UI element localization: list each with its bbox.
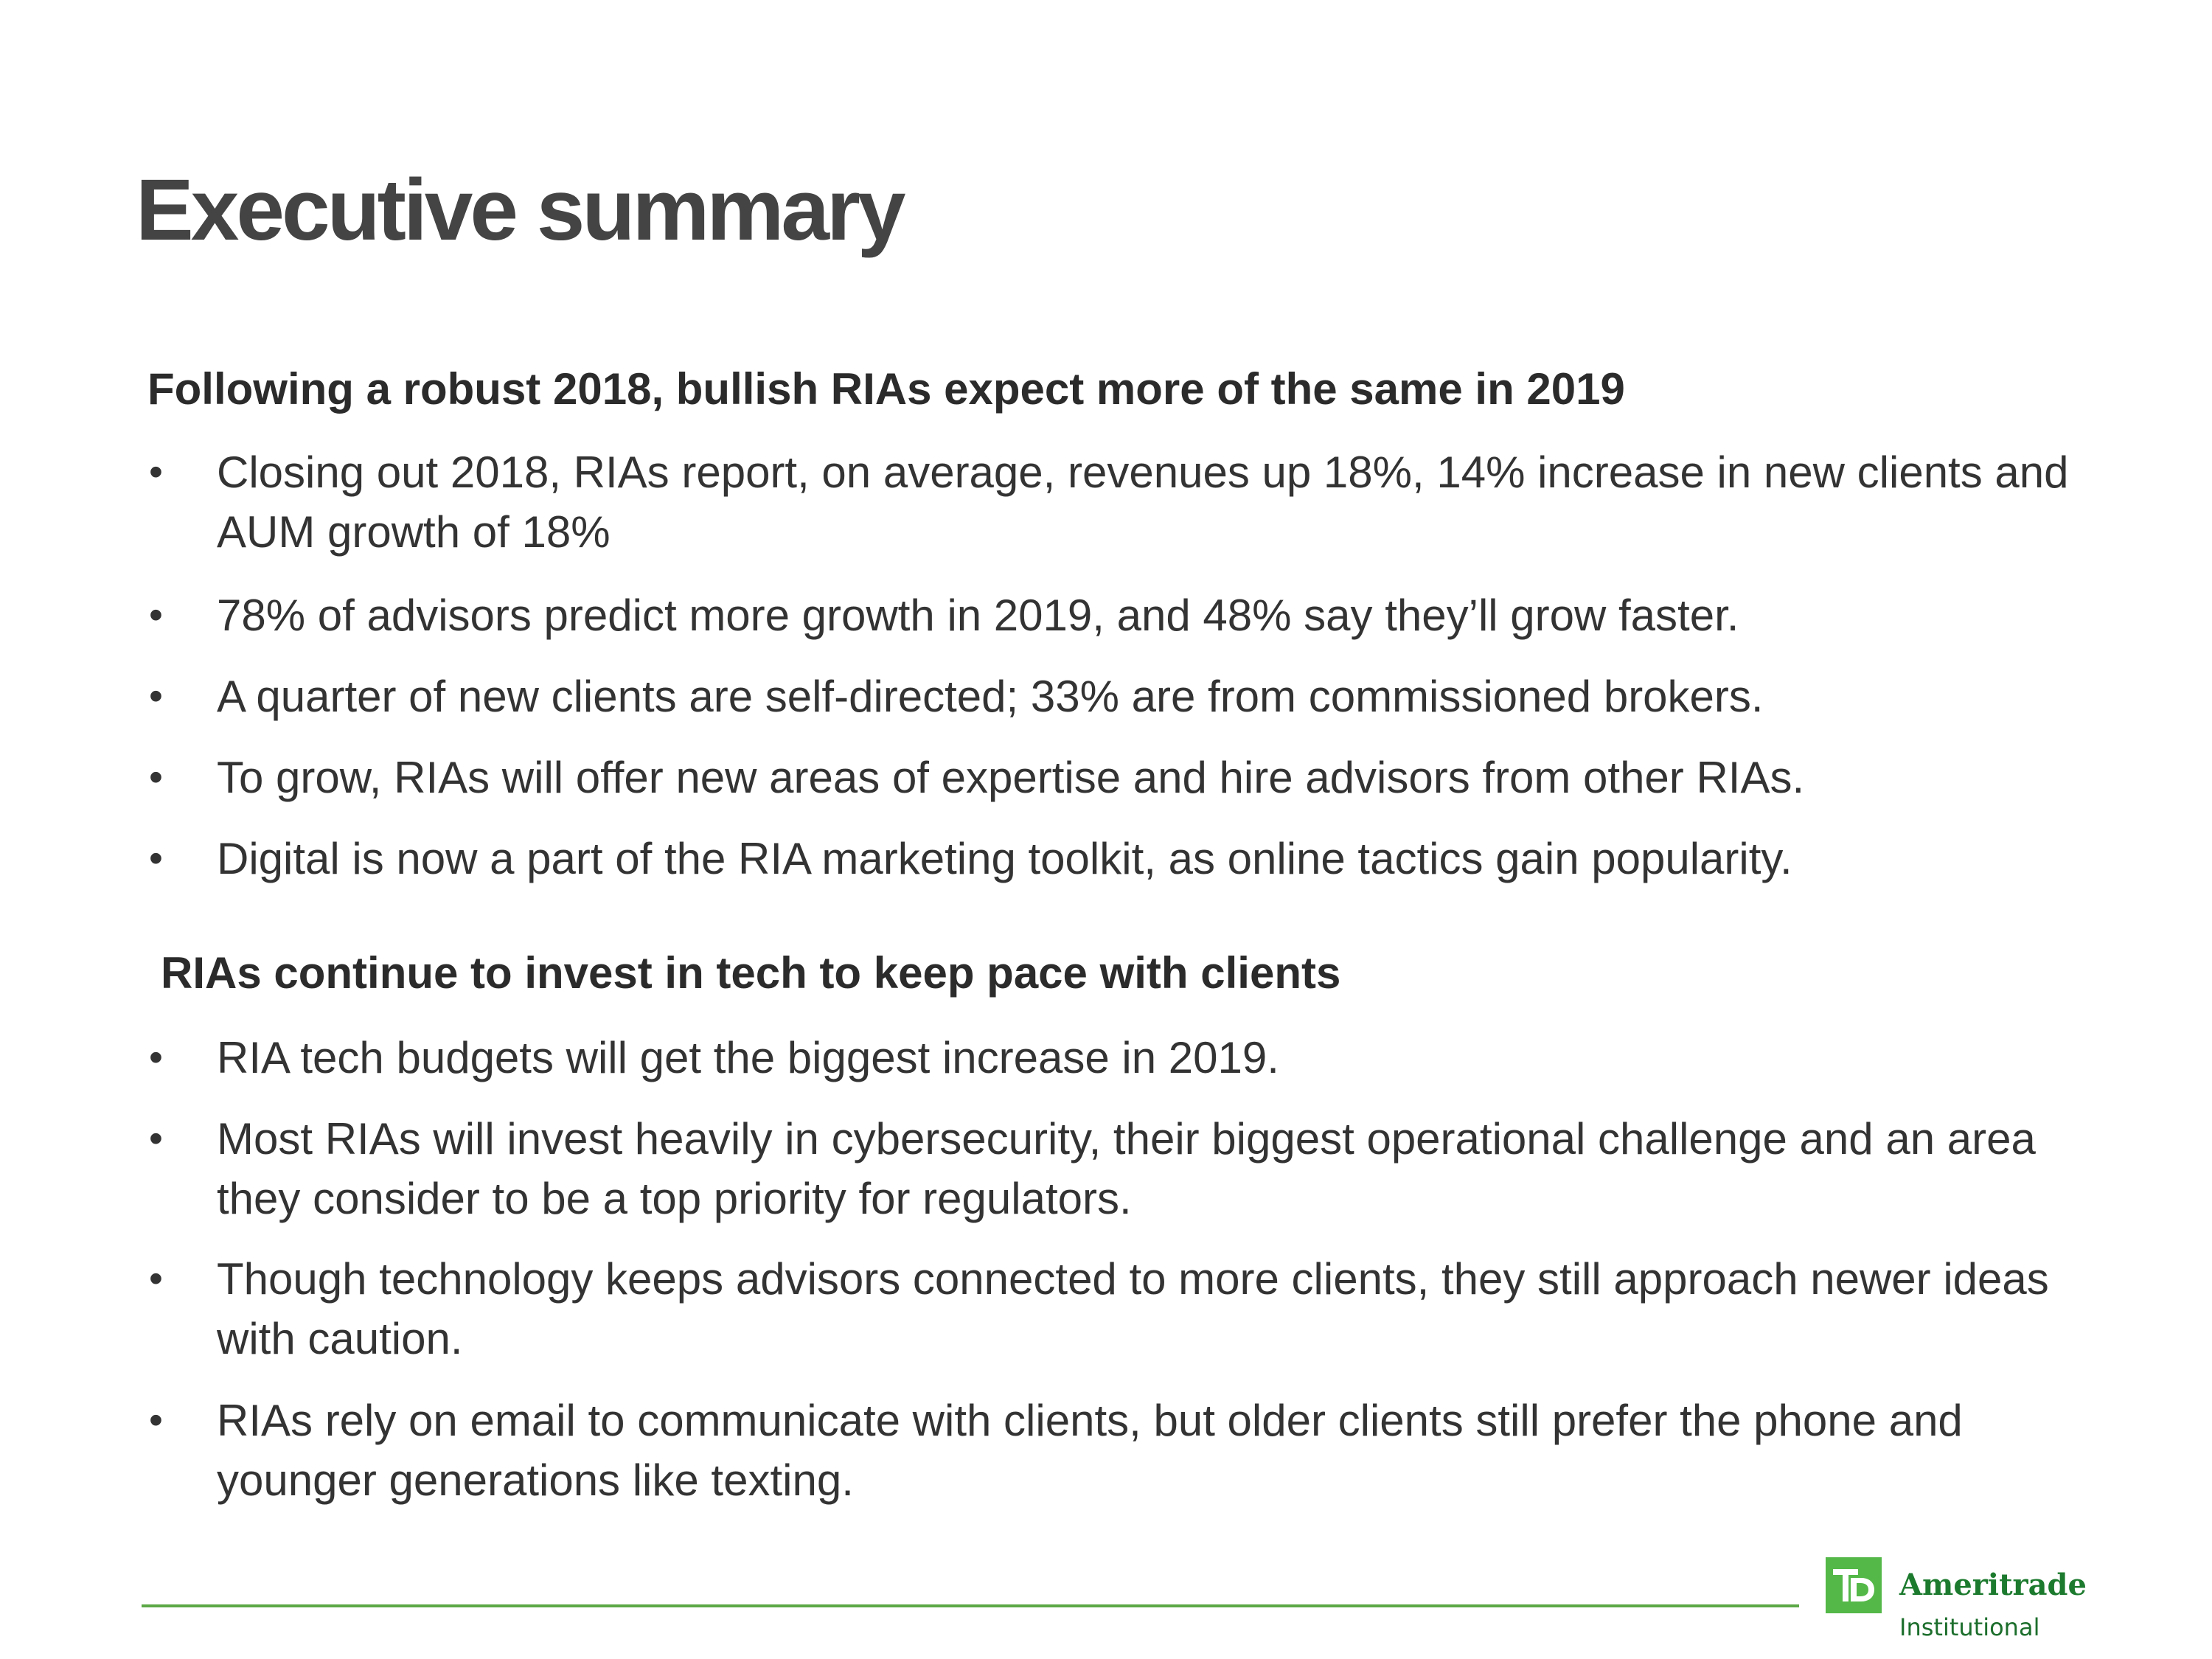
bullet-text: RIA tech budgets will get the biggest in…: [217, 1033, 1279, 1082]
bullet-dot: •: [149, 1398, 163, 1442]
bullet-item: • Most RIAs will invest heavily in cyber…: [149, 1109, 2104, 1228]
bullet-item: • RIAs rely on email to communicate with…: [149, 1391, 2104, 1510]
bullet-item: • Though technology keeps advisors conne…: [149, 1249, 2104, 1368]
td-logo-icon: [1826, 1557, 1882, 1613]
bullet-item: • Closing out 2018, RIAs report, on aver…: [149, 442, 2104, 562]
bullet-text: Most RIAs will invest heavily in cyberse…: [217, 1114, 2036, 1223]
bullet-text: A quarter of new clients are self-direct…: [217, 672, 1764, 721]
bullet-text: RIAs rely on email to communicate with c…: [217, 1396, 1963, 1505]
bullet-dot: •: [149, 755, 163, 799]
bullet-dot: •: [149, 674, 163, 718]
bullet-dot: •: [149, 1256, 163, 1301]
slide-title: Executive summary: [136, 161, 905, 259]
bullet-text: 78% of advisors predict more growth in 2…: [217, 591, 1739, 640]
bullet-item: • A quarter of new clients are self-dire…: [149, 667, 2104, 726]
logo-wordmark: Ameritrade: [1899, 1568, 2087, 1602]
bullet-item: • RIA tech budgets will get the biggest …: [149, 1028, 2104, 1088]
bullet-dot: •: [149, 1035, 163, 1079]
logo-subtitle: Institutional: [1899, 1613, 2040, 1641]
td-ameritrade-logo: Ameritrade Institutional: [1826, 1557, 2150, 1643]
footer-divider: [142, 1604, 1799, 1607]
bullet-text: Digital is now a part of the RIA marketi…: [217, 834, 1792, 883]
bullet-dot: •: [149, 836, 163, 880]
bullet-dot: •: [149, 593, 163, 637]
bullet-dot: •: [149, 1116, 163, 1161]
bullet-text: To grow, RIAs will offer new areas of ex…: [217, 753, 1805, 802]
bullet-dot: •: [149, 450, 163, 494]
bullet-item: • 78% of advisors predict more growth in…: [149, 585, 2104, 645]
bullet-item: • To grow, RIAs will offer new areas of …: [149, 748, 2104, 807]
bullet-text: Closing out 2018, RIAs report, on averag…: [217, 448, 2069, 557]
bullet-item: • Digital is now a part of the RIA marke…: [149, 829, 2104, 888]
bullet-text: Though technology keeps advisors connect…: [217, 1254, 2049, 1363]
section-heading-tech: RIAs continue to invest in tech to keep …: [161, 948, 1341, 998]
section-heading-growth: Following a robust 2018, bullish RIAs ex…: [147, 364, 1625, 414]
